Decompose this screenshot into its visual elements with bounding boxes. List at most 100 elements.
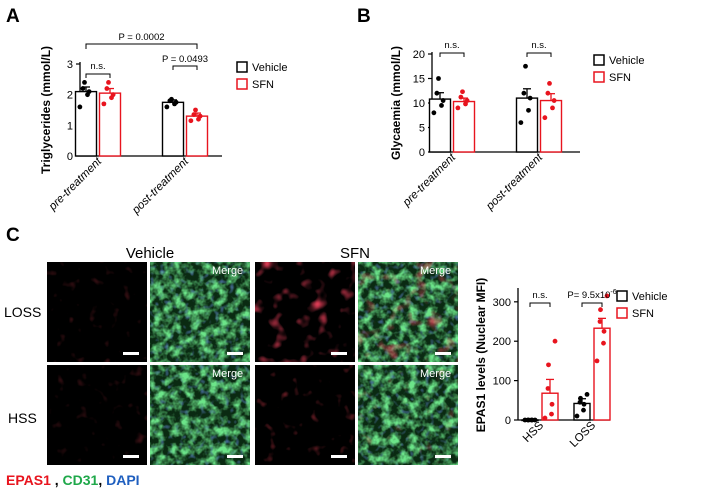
scale-bar — [331, 352, 347, 355]
point-vehicle — [577, 399, 583, 405]
merge-label: Merge — [420, 368, 451, 380]
merge-label: Merge — [212, 368, 243, 380]
point-sfn — [191, 112, 197, 117]
point-vehicle — [527, 95, 533, 101]
microscopy-col-vehicle: Vehicle — [126, 245, 174, 262]
legend-swatch-sfn — [593, 71, 605, 83]
point-vehicle — [169, 96, 174, 102]
point-vehicle — [581, 407, 586, 413]
significance-label: n.s. — [531, 40, 546, 51]
microscopy-row-hss: HSS — [8, 410, 37, 426]
point-sfn — [460, 89, 465, 95]
point-sfn — [458, 94, 464, 100]
tile-sfn-loss-merge: Merge — [358, 262, 458, 362]
point-vehicle — [581, 401, 587, 407]
point-sfn — [594, 358, 600, 364]
significance-bracket — [85, 43, 198, 49]
y-tick-label: 15 — [413, 74, 425, 86]
stain-legend: EPAS1 , CD31, DAPI — [6, 472, 140, 488]
stain-dapi: DAPI — [106, 472, 139, 488]
point-vehicle — [584, 391, 590, 397]
point-vehicle — [77, 104, 83, 110]
point-vehicle — [164, 104, 170, 110]
tile-sfn-hss-merge: Merge — [358, 365, 458, 465]
significance-bracket — [581, 302, 603, 307]
point-sfn — [552, 338, 558, 344]
y-tick-label: 10 — [413, 98, 425, 110]
legend-label-vehicle: Vehicle — [632, 291, 667, 303]
point-sfn — [546, 362, 551, 368]
point-sfn — [542, 415, 548, 421]
y-tick-label: 0 — [419, 147, 425, 159]
point-vehicle — [431, 110, 437, 116]
x-tick-label: pre-treatment — [400, 151, 459, 210]
x-tick-label: post-treatment — [129, 155, 191, 217]
tile-vehicle-hss-epas1 — [47, 365, 147, 465]
significance-bracket — [85, 73, 111, 78]
point-vehicle — [578, 395, 583, 401]
y-tick-label: 0 — [67, 151, 73, 163]
point-sfn — [549, 401, 555, 407]
scale-bar — [227, 455, 243, 458]
point-sfn — [542, 115, 548, 121]
y-tick-label: 200 — [493, 336, 511, 348]
point-sfn — [110, 92, 116, 98]
bar-vehicle — [515, 97, 539, 153]
point-sfn — [455, 105, 461, 111]
y-tick-label: 2 — [67, 90, 73, 102]
point-sfn — [104, 86, 110, 91]
significance-superscript: -6 — [610, 289, 616, 296]
significance-bracket — [172, 65, 198, 70]
significance-label: P = 0.0493 — [162, 54, 208, 65]
point-vehicle — [532, 417, 538, 423]
stain-epas1: EPAS1 — [6, 472, 51, 488]
point-vehicle — [523, 63, 528, 69]
point-vehicle — [518, 120, 524, 125]
tile-sfn-loss-epas1 — [255, 262, 355, 362]
legend-swatch-vehicle — [236, 61, 248, 73]
point-sfn — [188, 118, 194, 124]
scale-bar — [435, 352, 451, 355]
bar-vehicle — [74, 90, 98, 157]
significance-label: n.s. — [90, 61, 105, 72]
point-vehicle — [436, 76, 441, 81]
y-tick-label: 0 — [505, 415, 511, 427]
tile-vehicle-hss-merge: Merge — [150, 365, 250, 465]
panel-label-b: B — [357, 6, 371, 27]
scale-bar — [123, 455, 139, 458]
point-sfn — [545, 90, 551, 96]
chart-epas1-levels: 0 100 200 300 EPAS1 levels (Nuclear MFI) HSS L… — [474, 278, 667, 450]
x-tick-label: post-treatment — [483, 151, 545, 213]
microscopy-row-loss: LOSS — [4, 304, 41, 320]
x-tick-label: LOSS — [568, 419, 598, 449]
microscopy-col-sfn: SFN — [340, 245, 370, 262]
significance-bracket — [439, 52, 465, 57]
legend-swatch-sfn — [236, 78, 248, 90]
point-sfn — [551, 98, 557, 103]
point-sfn — [547, 81, 552, 86]
scale-bar — [435, 455, 451, 458]
significance-label: P= 9.5x10-6 — [567, 289, 616, 301]
y-tick-label: 20 — [413, 49, 425, 61]
stain-cd31: CD31 — [63, 472, 99, 488]
point-sfn — [601, 328, 607, 334]
legend-swatch-sfn — [616, 307, 628, 319]
panel-label-a: A — [6, 6, 20, 27]
point-sfn — [597, 319, 603, 324]
legend-label-vehicle: Vehicle — [252, 62, 287, 74]
tile-sfn-hss-epas1 — [255, 365, 355, 465]
significance-label: n.s. — [444, 40, 459, 51]
legend-swatch-vehicle — [593, 54, 605, 66]
y-axis-label: EPAS1 levels (Nuclear MFI) — [474, 278, 488, 433]
significance-bracket — [526, 52, 552, 57]
point-sfn — [464, 98, 470, 103]
y-axis-label: Triglycerides (mmol/L) — [39, 46, 53, 174]
scale-bar — [123, 352, 139, 355]
y-tick-label: 100 — [493, 376, 511, 388]
merge-label: Merge — [420, 265, 451, 277]
point-vehicle — [439, 103, 444, 108]
point-sfn — [545, 386, 551, 391]
point-vehicle — [526, 107, 531, 113]
significance-label: n.s. — [532, 290, 547, 301]
point-vehicle — [82, 80, 87, 85]
